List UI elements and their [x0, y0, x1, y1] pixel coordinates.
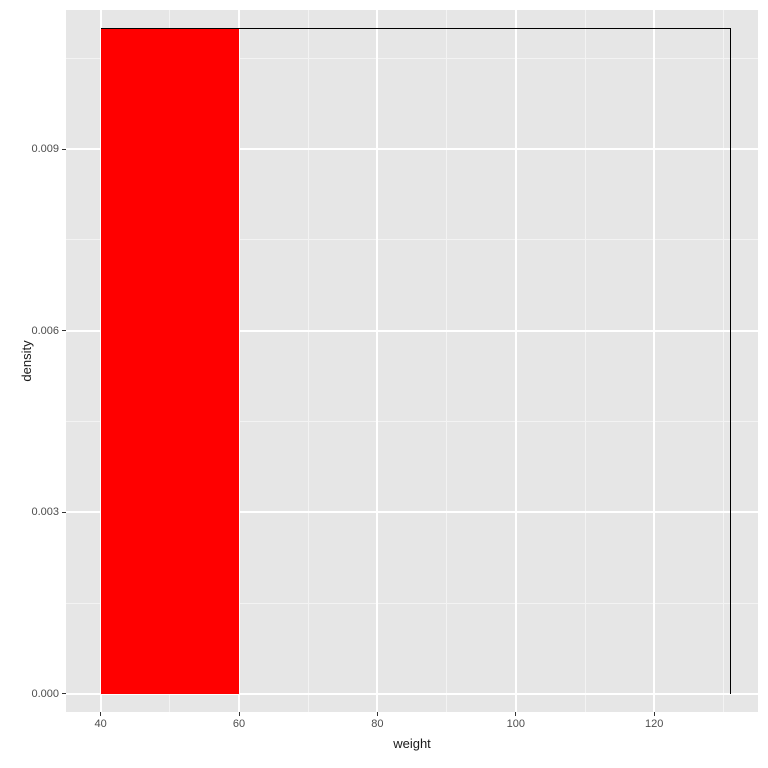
grid-minor-v	[723, 10, 724, 712]
x-tick-label: 120	[645, 718, 663, 730]
x-tick-label: 60	[233, 718, 245, 730]
y-tick	[62, 693, 66, 694]
density-curve-top	[101, 28, 731, 29]
grid-minor-v	[585, 10, 586, 712]
y-axis-label: density	[19, 340, 34, 381]
filled-region	[101, 28, 239, 694]
x-tick	[515, 712, 516, 716]
x-tick	[377, 712, 378, 716]
grid-minor-v	[446, 10, 447, 712]
y-tick	[62, 512, 66, 513]
y-tick	[62, 330, 66, 331]
grid-major-v	[653, 10, 655, 712]
x-axis-label: weight	[393, 736, 431, 751]
grid-minor-v	[308, 10, 309, 712]
x-tick-label: 40	[94, 718, 106, 730]
grid-major-v	[515, 10, 517, 712]
y-tick-label: 0.003	[31, 506, 59, 518]
y-tick-label: 0.000	[31, 688, 59, 700]
x-tick-label: 100	[507, 718, 525, 730]
y-tick	[62, 149, 66, 150]
grid-major-v	[376, 10, 378, 712]
x-tick-label: 80	[371, 718, 383, 730]
x-tick	[100, 712, 101, 716]
chart-container: density weight 40 60 80 100 120 0.000 0.003 0.0…	[0, 0, 768, 768]
density-curve-drop	[730, 28, 731, 694]
y-tick-label: 0.009	[31, 143, 59, 155]
y-tick-label: 0.006	[31, 325, 59, 337]
x-tick	[239, 712, 240, 716]
x-tick	[654, 712, 655, 716]
